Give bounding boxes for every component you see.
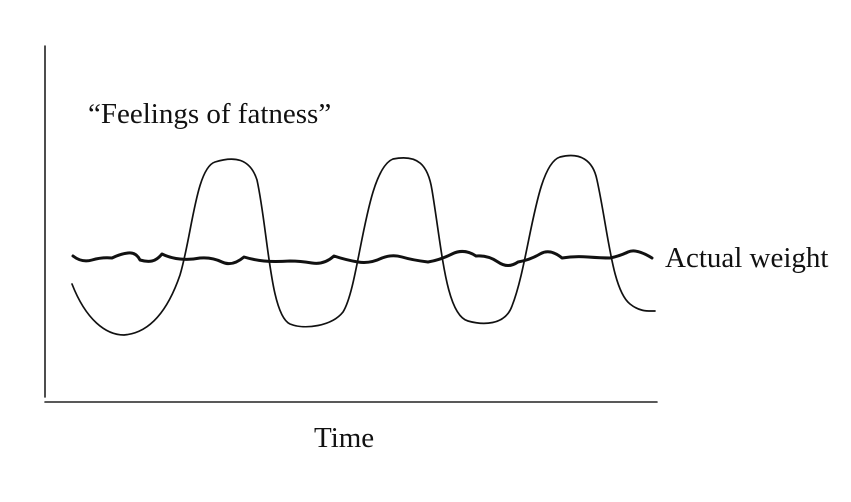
actual-weight-curve [71, 249, 654, 267]
actual-weight-label: Actual weight [665, 242, 829, 274]
feelings-of-fatness-label: “Feelings of fatness” [88, 98, 332, 130]
feelings-of-fatness-curve [71, 154, 656, 336]
time-axis-label: Time [314, 422, 375, 454]
